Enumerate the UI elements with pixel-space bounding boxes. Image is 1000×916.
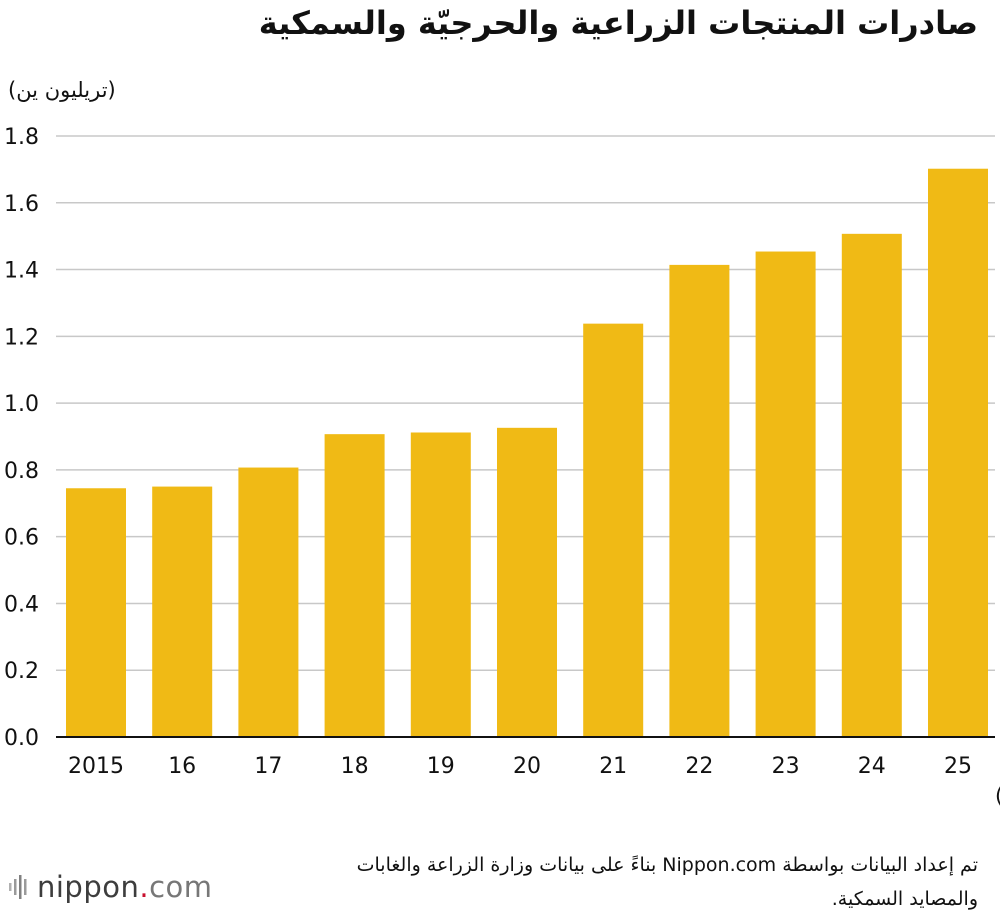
bar [497,427,557,737]
nippon-logo: nippon.com [8,870,213,904]
bar [324,434,385,737]
y-tick-label: 0.6 [4,526,39,551]
y-axis-unit-label: (تريليون ين) [8,78,116,102]
bar [755,251,816,737]
logo-tld: com [149,870,213,904]
x-tick-label: 18 [341,754,369,779]
y-tick-label: 1.6 [4,192,39,217]
bar [669,264,730,737]
y-tick-label: 1.4 [4,259,39,284]
source-line-2: والمصايد السمكية. [831,888,978,910]
y-tick-label: 0.2 [4,659,39,684]
source-note: تم إعداد البيانات بواسطة Nippon.com بناء… [198,848,978,916]
bar [152,486,213,737]
bar [238,467,299,737]
y-tick-label: 0.8 [4,459,39,484]
bar [583,323,644,737]
x-tick-label: 20 [513,754,541,779]
x-tick-label: 25 [944,754,972,779]
bar [410,432,471,737]
y-tick-label: 0.4 [4,592,39,617]
y-tick-label: 1.8 [4,125,39,150]
bar [66,488,126,737]
bar-chart: 0.0 0.2 0.4 0.6 0.8 1.0 1.2 1.4 1.6 1.8 2015 16 17 18… [4,125,1000,808]
logo-wordmark: nippon.com [37,870,213,904]
x-tick-label: 17 [254,754,282,779]
x-tick-label: 2015 [68,754,124,779]
source-line-1: تم إعداد البيانات بواسطة Nippon.com بناء… [356,854,978,876]
x-axis-label: (السنة) [995,784,1000,808]
logo-name: nippon [37,870,140,904]
y-tick-label: 1.0 [4,392,39,417]
x-tick-label: 21 [599,754,627,779]
x-tick-label: 22 [685,754,713,779]
x-tick-label: 19 [427,754,455,779]
bar [928,168,988,737]
bar [841,233,902,737]
x-tick-label: 23 [772,754,800,779]
x-tick-label: 24 [858,754,886,779]
y-tick-label: 1.2 [4,325,39,350]
x-tick-label: 16 [168,754,196,779]
y-tick-label: 0.0 [4,726,39,751]
chart-title: صادرات المنتجات الزراعية والحرجيّة والسم… [258,4,978,42]
logo-dot: . [139,870,150,904]
nippon-logo-icon [9,875,27,899]
